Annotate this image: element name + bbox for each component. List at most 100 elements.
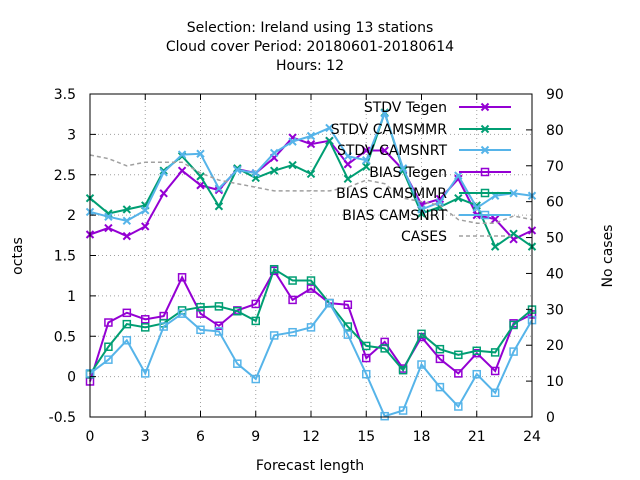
x-tick-label: 6	[196, 429, 205, 445]
legend-label: BIAS CAMSNRT	[342, 208, 447, 224]
legend-marker	[480, 102, 490, 112]
data-point	[122, 308, 132, 318]
marker-stroke	[233, 165, 242, 175]
data-point	[214, 321, 224, 331]
data-point	[269, 331, 279, 340]
marker-stroke	[454, 171, 463, 180]
marker-stroke	[269, 148, 279, 158]
marker-stroke	[196, 172, 205, 181]
marker-stroke	[196, 149, 205, 158]
data-point	[141, 222, 150, 231]
y2-tick-label: 40	[546, 266, 564, 282]
marker-stroke	[306, 139, 316, 149]
legend: STDV Tegen STDV CAMSMMR STDV CAMSNRT BIAS T…	[331, 100, 511, 245]
data-point	[251, 374, 260, 384]
x-tick-label: 12	[302, 429, 320, 445]
marker-stroke	[343, 151, 353, 161]
data-point	[288, 276, 297, 285]
data-point	[159, 189, 168, 198]
data-point	[417, 360, 426, 369]
data-point	[104, 212, 113, 221]
series-7	[89, 154, 533, 224]
y2-tick-label: 10	[546, 374, 564, 390]
x-tick-label: 9	[251, 429, 260, 445]
data-point	[306, 139, 316, 149]
data-point	[214, 302, 224, 311]
series-layer	[85, 108, 537, 421]
x-tick-label: 15	[357, 429, 375, 445]
data-point	[141, 323, 150, 332]
data-point	[306, 276, 316, 285]
data-point	[122, 205, 132, 214]
marker-stroke	[141, 222, 150, 231]
marker-stroke	[417, 205, 426, 214]
data-point	[177, 166, 187, 175]
data-point	[509, 229, 518, 238]
data-point	[454, 402, 463, 411]
data-point	[343, 300, 353, 310]
data-point	[472, 369, 481, 379]
y2-tick-label: 60	[546, 195, 564, 211]
data-point	[454, 193, 463, 203]
marker-stroke	[177, 150, 187, 159]
y-tick-label: 2.5	[54, 168, 76, 184]
marker-stroke	[122, 205, 132, 214]
marker-stroke	[141, 206, 150, 215]
data-point	[177, 150, 187, 159]
data-point	[233, 165, 242, 175]
y2-tick-label: 90	[546, 87, 564, 103]
data-point	[343, 174, 353, 183]
marker-stroke	[196, 181, 205, 190]
data-point	[435, 197, 445, 207]
data-point	[362, 353, 371, 363]
x-tick-label: 24	[523, 429, 541, 445]
legend-marker	[480, 145, 490, 155]
data-point	[490, 242, 500, 251]
data-point	[490, 366, 500, 376]
data-point	[104, 318, 113, 327]
legend-label: BIAS Tegen	[369, 165, 447, 181]
marker-stroke	[454, 174, 463, 183]
series-6	[85, 298, 537, 421]
data-point	[490, 388, 500, 398]
series-line	[89, 268, 533, 382]
data-point	[122, 336, 132, 345]
data-point	[233, 359, 242, 368]
data-point	[196, 325, 205, 335]
marker-stroke	[269, 166, 279, 175]
y2-tick-label: 0	[546, 410, 555, 426]
marker-stroke	[362, 156, 371, 165]
series-line	[89, 154, 533, 224]
data-point	[306, 323, 316, 332]
data-point	[380, 109, 389, 118]
title-line-3: Hours: 12	[276, 58, 344, 74]
data-point	[362, 369, 371, 379]
data-point	[306, 169, 316, 179]
marker-stroke	[325, 136, 334, 146]
data-point	[398, 365, 408, 375]
data-point	[380, 344, 389, 353]
marker-stroke	[472, 201, 481, 210]
data-point	[509, 320, 518, 330]
marker-stroke	[380, 109, 389, 118]
marker-stroke	[490, 214, 500, 224]
data-point	[159, 166, 168, 175]
data-point	[177, 273, 187, 282]
legend-label: STDV Tegen	[364, 100, 447, 116]
data-point	[435, 194, 445, 204]
data-point	[214, 327, 224, 336]
data-point	[104, 223, 113, 233]
data-point	[472, 203, 481, 213]
x-tick-label: 3	[141, 429, 150, 445]
title-line-1: Selection: Ireland using 13 stations	[187, 20, 434, 36]
grid	[90, 94, 532, 417]
data-point	[325, 136, 334, 146]
series-4	[85, 266, 537, 386]
data-point	[417, 329, 426, 339]
x-tick-label: 0	[86, 429, 95, 445]
marker-stroke	[214, 185, 224, 195]
marker-stroke	[214, 202, 224, 211]
legend-marker	[480, 124, 490, 134]
series-line	[89, 301, 533, 418]
y2-tick-label: 50	[546, 231, 564, 247]
